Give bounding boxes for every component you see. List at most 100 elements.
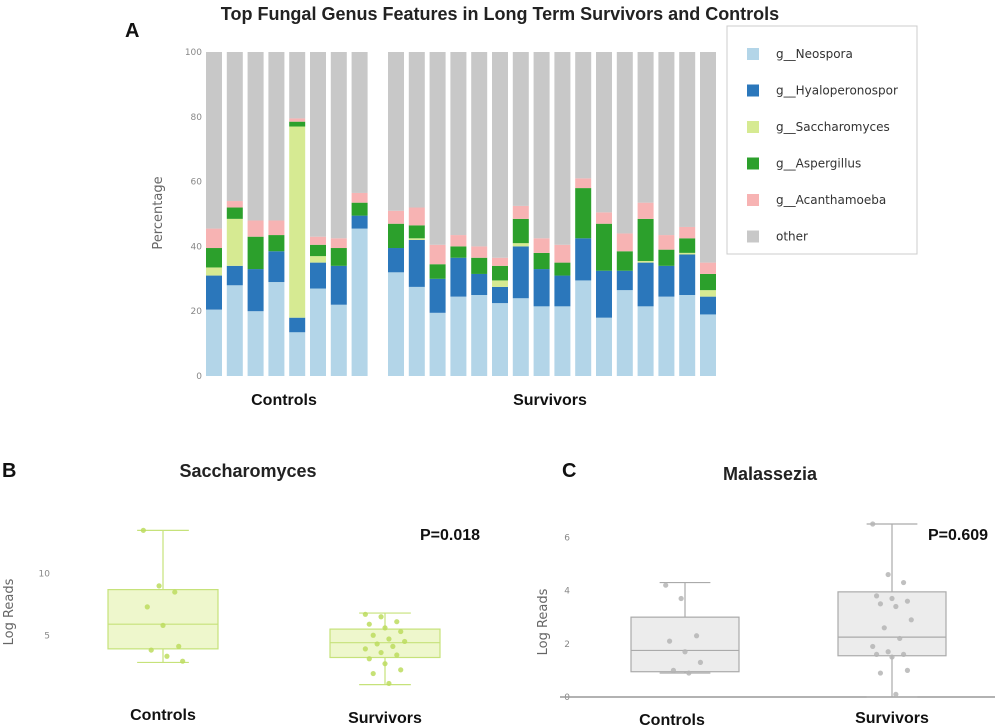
bar-segment-neospora <box>408 286 425 376</box>
bar-segment-aspergillus <box>330 248 347 266</box>
legend-label-saccharomyces: g__Saccharomyces <box>776 120 890 134</box>
data-point <box>386 680 392 687</box>
bar-segment-acanthamoeba <box>492 257 508 266</box>
chart-title: Top Fungal Genus Features in Long Term S… <box>221 4 779 24</box>
data-point <box>870 521 876 527</box>
bar-segment-acanthamoeba <box>533 238 550 253</box>
bar-segment-acanthamoeba <box>450 235 467 247</box>
bar-segment-neospora <box>310 288 326 376</box>
data-point <box>382 625 388 631</box>
bar-segment-acanthamoeba <box>351 192 368 203</box>
bar-segment-acanthamoeba <box>268 220 285 236</box>
bar-segment-acanthamoeba <box>554 244 571 263</box>
y-tick-label: 20 <box>191 307 203 317</box>
legend-label-neospora: g__Neospora <box>776 47 853 61</box>
bar-segment-saccharomyces <box>408 238 425 240</box>
bar-segment-acanthamoeba <box>658 235 675 250</box>
legend-label-acanthamoeba: g__Acanthamoeba <box>776 193 886 207</box>
bar-segment-acanthamoeba <box>616 233 633 252</box>
stacked-bar-chart: Top Fungal Genus Features in Long Term S… <box>151 4 918 409</box>
bar-segment-acanthamoeba <box>330 238 347 249</box>
bar-segment-hyaloperonospor <box>388 248 404 273</box>
data-point <box>666 638 673 644</box>
bar-segment-other <box>289 52 306 119</box>
data-point <box>885 571 891 578</box>
bar-segment-neospora <box>226 285 243 376</box>
bar-segment-hyaloperonospor <box>330 265 347 305</box>
bar-segment-acanthamoeba <box>247 220 264 237</box>
box-c-y-axis-label: Log Reads <box>536 588 551 655</box>
box-plot-malassezia: Malassezia Log Reads 0 2 4 6 P=0.609 Contro… <box>536 464 995 728</box>
bar-segment-aspergillus <box>679 238 696 253</box>
bar-segment-neospora <box>575 280 592 376</box>
bar-segment-acanthamoeba <box>408 207 425 226</box>
data-point <box>176 643 182 649</box>
legend-swatch-other <box>747 230 759 243</box>
data-point <box>897 635 903 642</box>
data-point <box>398 628 404 635</box>
y-tick-label: 60 <box>191 178 203 188</box>
bar-segment-aspergillus <box>268 235 285 252</box>
bar-segment-hyaloperonospor <box>700 296 716 315</box>
bar-segment-saccharomyces <box>289 126 306 318</box>
y-tick-label: 0 <box>564 693 570 703</box>
bar-segment-other <box>700 52 716 263</box>
data-point <box>908 617 914 623</box>
bar-segment-hyaloperonospor <box>637 262 654 307</box>
bar-segment-acanthamoeba <box>700 262 716 274</box>
bar-segment-hyaloperonospor <box>206 275 222 310</box>
data-point <box>394 652 400 658</box>
bar-segment-aspergillus <box>429 264 446 279</box>
bar-segment-saccharomyces <box>700 290 716 297</box>
bar-segment-other <box>206 52 222 229</box>
box-plot-saccharomyces: Saccharomyces Log Reads 5 10 P=0.018 Cont… <box>2 461 480 727</box>
bar-segment-aspergillus <box>310 244 326 257</box>
bar-segment-neospora <box>471 295 488 376</box>
bar-segment-hyaloperonospor <box>616 270 633 291</box>
box-iqr <box>107 588 219 650</box>
bar-segment-hyaloperonospor <box>429 278 446 313</box>
y-tick-label: 40 <box>191 242 203 252</box>
bar-segment-acanthamoeba <box>471 246 488 258</box>
data-point <box>893 603 899 610</box>
bar-segment-neospora <box>492 303 508 376</box>
bar-segment-saccharomyces <box>310 256 326 263</box>
box-c-title: Malassezia <box>723 464 818 484</box>
y-axis-label: Percentage <box>151 176 166 249</box>
box-c-boxes <box>630 521 947 698</box>
bar-segment-other <box>492 52 508 258</box>
data-point <box>663 582 669 588</box>
bar-segment-neospora <box>554 306 571 376</box>
data-point <box>670 667 677 673</box>
y-tick-label: 0 <box>196 372 202 382</box>
box-b-y-ticks: 5 10 <box>39 570 51 642</box>
bar-segment-other <box>388 52 404 211</box>
data-point <box>148 647 154 653</box>
bar-segment-other <box>512 52 529 206</box>
bar-segment-other <box>554 52 571 245</box>
bar-segment-aspergillus <box>247 236 264 270</box>
bar-segment-neospora <box>700 314 716 376</box>
bar-segment-other <box>408 52 425 208</box>
bar-segment-other <box>268 52 285 221</box>
legend-label-aspergillus: g__Aspergillus <box>776 157 861 171</box>
data-point <box>378 649 384 656</box>
legend: g__Neospora g__Hyaloperonospor g__Saccharo… <box>726 25 918 255</box>
bars <box>206 52 716 376</box>
bar-segment-other <box>533 52 550 239</box>
box-c-p-value: P=0.609 <box>928 527 988 544</box>
box-b-label-survivors: Survivors <box>348 710 422 727</box>
panel-letter-b: B <box>2 460 16 482</box>
bar-segment-other <box>226 52 243 202</box>
box-b-title: Saccharomyces <box>179 461 316 481</box>
bar-segment-hyaloperonospor <box>408 239 425 287</box>
legend-swatch-hyaloperonospor <box>747 84 759 97</box>
bar-segment-other <box>637 52 654 203</box>
data-point <box>140 527 146 533</box>
box-c-label-survivors: Survivors <box>855 710 929 727</box>
bar-segment-hyaloperonospor <box>450 257 467 297</box>
box-iqr <box>630 616 740 673</box>
box-b-p-value: P=0.018 <box>420 527 480 544</box>
data-point <box>156 583 162 589</box>
